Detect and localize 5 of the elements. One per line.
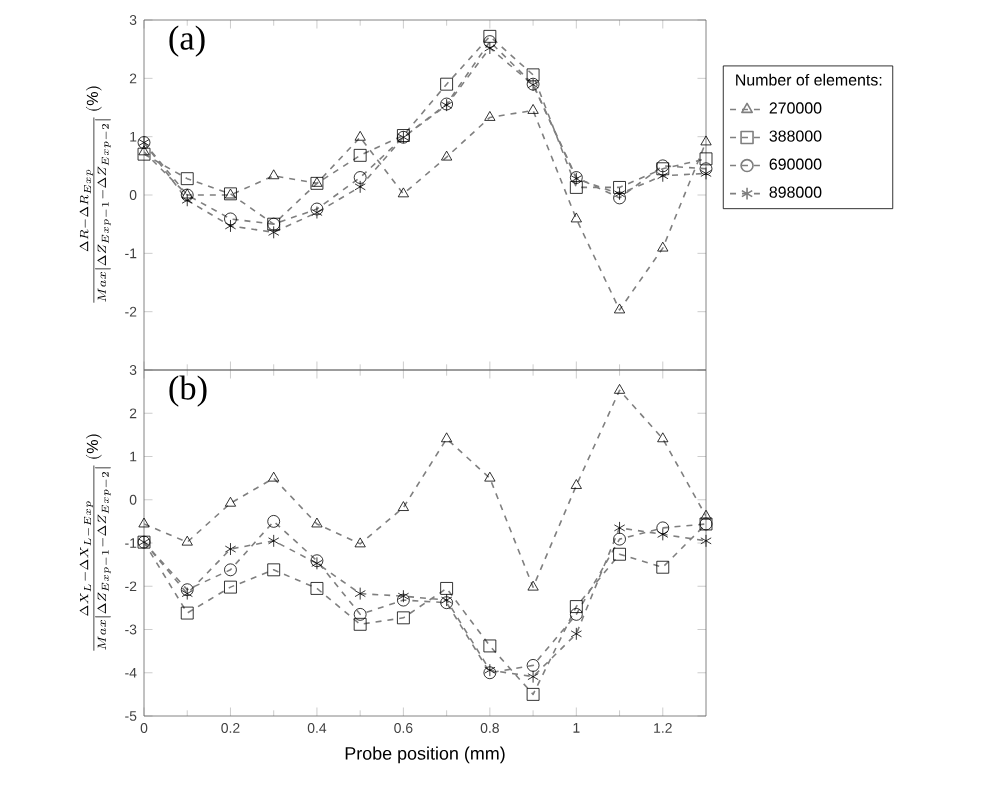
x-axis-title: Probe position (mm) bbox=[345, 746, 505, 764]
y-axis-title: $\frac{\Delta X_{L} - \Delta X_{L-Exp}}{Max\left|\Delta Z_{Exp-1} - \Delta Z_{Exp-2}\right|}\,(\%)$ bbox=[79, 434, 111, 651]
y-axis-title: $\frac{\Delta R - \Delta R_{Exp}}{Max\left|\Delta Z_{Exp-1} - \Delta Z_{Exp-2}\right|}\,(\%)$ bbox=[79, 86, 111, 303]
chart-title: (b) bbox=[169, 375, 207, 407]
chart-title: (a) bbox=[169, 25, 205, 57]
